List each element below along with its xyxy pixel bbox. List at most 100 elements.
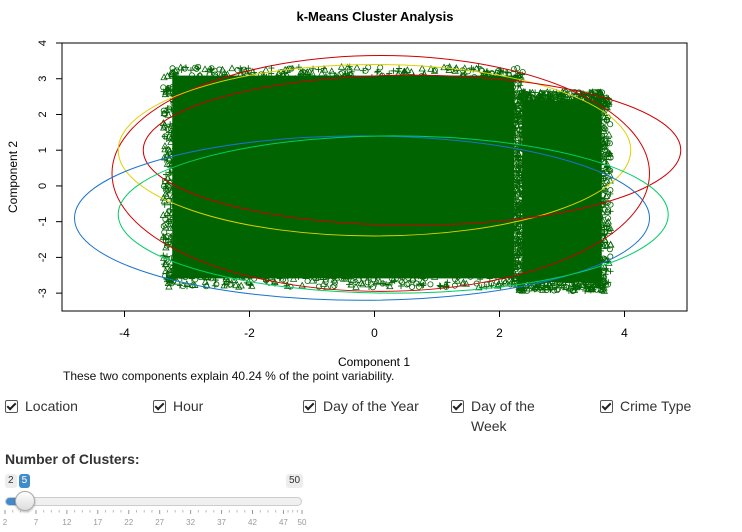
data-point — [313, 277, 320, 284]
data-point — [166, 277, 174, 285]
data-point — [216, 71, 225, 79]
data-point — [321, 65, 329, 73]
data-point — [161, 229, 168, 236]
checkbox-crime-type[interactable]: Crime Type — [600, 396, 691, 416]
data-point — [517, 284, 526, 292]
data-point — [445, 63, 454, 70]
data-point — [237, 281, 245, 289]
data-point — [172, 145, 179, 152]
checkbox-day-of-year-box[interactable] — [303, 400, 316, 413]
data-point — [455, 271, 462, 278]
data-point — [269, 274, 276, 281]
data-point — [600, 159, 607, 166]
clusters-slider-track[interactable] — [5, 491, 302, 511]
data-point — [399, 75, 406, 82]
checkbox-day-of-week[interactable]: Day of the Week — [451, 396, 561, 436]
data-point — [536, 273, 544, 281]
checkbox-hour[interactable]: Hour — [153, 396, 203, 416]
data-point — [510, 102, 517, 109]
data-point — [353, 63, 361, 71]
data-point — [546, 96, 553, 103]
data-point — [513, 196, 520, 203]
data-point — [513, 176, 521, 184]
data-point — [424, 271, 432, 279]
data-point — [435, 75, 442, 82]
data-point — [462, 279, 470, 287]
data-point — [510, 66, 517, 73]
checkbox-location[interactable]: Location — [5, 396, 78, 416]
data-point — [202, 271, 209, 278]
data-point — [430, 273, 439, 280]
data-point — [419, 282, 426, 289]
data-point — [514, 65, 521, 72]
data-point — [517, 169, 524, 176]
data-point — [599, 145, 606, 152]
slider-grid-label: 50 — [298, 518, 307, 527]
data-point — [597, 179, 605, 187]
data-point — [600, 286, 608, 294]
data-point — [166, 184, 173, 191]
data-point — [557, 97, 565, 104]
data-point — [594, 208, 602, 215]
cluster-ellipse — [117, 63, 632, 237]
data-point — [167, 274, 176, 281]
data-point — [167, 125, 174, 132]
data-point — [385, 73, 392, 80]
checkbox-hour-box[interactable] — [153, 400, 166, 413]
data-point — [534, 274, 542, 281]
data-point — [172, 131, 179, 138]
data-point — [516, 248, 524, 255]
data-point — [507, 85, 514, 92]
data-point — [516, 187, 523, 194]
data-point — [514, 265, 521, 272]
data-point — [453, 276, 461, 284]
data-point — [247, 281, 254, 288]
data-point — [315, 66, 322, 73]
data-point — [587, 285, 595, 293]
clusters-slider-handle[interactable] — [14, 491, 35, 511]
data-point — [594, 268, 601, 275]
data-point — [388, 279, 395, 286]
data-point — [350, 72, 356, 79]
data-point — [598, 226, 605, 233]
data-point — [162, 189, 170, 197]
data-point — [163, 171, 170, 178]
data-point — [522, 240, 529, 247]
data-point — [598, 138, 606, 146]
data-point — [604, 217, 612, 225]
data-point — [405, 274, 412, 281]
data-point — [346, 281, 353, 288]
data-point — [164, 84, 172, 92]
data-point — [364, 273, 371, 280]
data-point — [403, 281, 410, 288]
data-point — [507, 178, 514, 185]
data-point — [172, 213, 180, 221]
data-point — [515, 84, 524, 92]
data-point — [173, 169, 180, 176]
data-point — [178, 275, 185, 282]
data-point — [513, 249, 520, 256]
data-point — [468, 65, 475, 72]
data-point — [522, 256, 529, 263]
y-tick-label: -1 — [37, 217, 49, 227]
data-point — [514, 201, 521, 208]
data-point — [277, 273, 284, 280]
data-point — [511, 231, 518, 238]
data-point — [513, 179, 520, 186]
checkbox-location-box[interactable] — [5, 400, 18, 413]
data-point — [521, 222, 528, 229]
data-point — [159, 193, 168, 201]
data-point — [404, 75, 411, 82]
checkbox-day-of-year[interactable]: Day of the Year — [303, 396, 419, 416]
data-point — [557, 278, 564, 285]
data-point — [337, 62, 346, 70]
data-point — [398, 279, 405, 286]
checkbox-day-of-week-box[interactable] — [451, 400, 464, 413]
data-point — [187, 67, 194, 74]
data-point — [360, 67, 367, 74]
data-point — [536, 88, 545, 96]
data-point — [278, 68, 285, 75]
data-point — [606, 240, 615, 248]
data-point — [522, 88, 529, 95]
checkbox-crime-type-box[interactable] — [600, 400, 613, 413]
